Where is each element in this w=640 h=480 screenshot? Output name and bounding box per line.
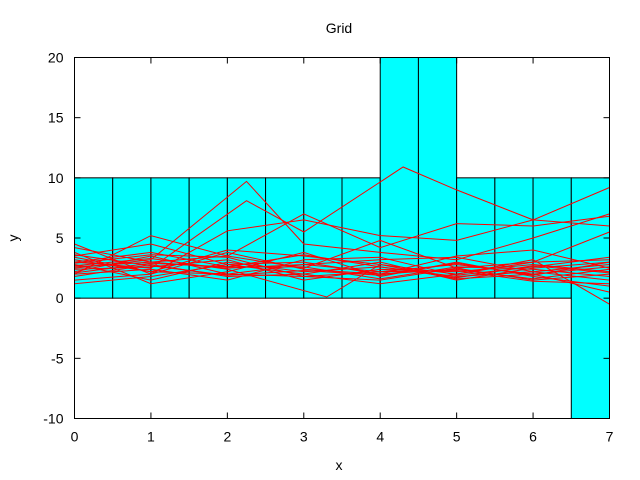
x-tick-label: 5 [453, 429, 461, 445]
series-line-15 [74, 243, 610, 280]
series-lines [74, 166, 610, 305]
y-tick-label: 10 [48, 170, 64, 186]
series-line-12 [74, 259, 610, 281]
series-line-10 [74, 261, 610, 281]
y-tick-label: 5 [56, 230, 64, 246]
series-line-0 [74, 180, 610, 269]
grid-cell-2 [150, 177, 190, 299]
series-line-18 [74, 256, 610, 275]
series-line-17 [74, 259, 610, 305]
series-line-2 [74, 213, 610, 275]
x-axis-label: x [336, 457, 343, 473]
x-tick-label: 4 [376, 429, 384, 445]
x-tick-label: 6 [529, 429, 537, 445]
y-tick-label: -10 [43, 411, 63, 427]
x-tick-label: 1 [147, 429, 155, 445]
series-line-19 [74, 254, 610, 285]
grid-cell-9 [417, 57, 458, 299]
series-line-20 [74, 254, 610, 279]
series-line-7 [74, 255, 610, 281]
y-tick-label: -5 [51, 350, 64, 366]
grid-cell-6 [303, 177, 343, 299]
series-line-4 [74, 231, 610, 269]
y-tick-label: 0 [56, 290, 64, 306]
series-line-21 [74, 254, 610, 276]
x-tick-label: 3 [300, 429, 308, 445]
chart-title: Grid [326, 20, 352, 36]
grid-cell-10 [456, 177, 496, 299]
series-line-1 [74, 166, 610, 269]
series-line-11 [74, 251, 610, 287]
series-line-8 [74, 249, 610, 275]
grid-cell-3 [188, 177, 228, 299]
x-tick-label: 2 [223, 429, 231, 445]
series-line-14 [74, 256, 610, 281]
axis-ticks: 0 1 2 3 4 5 6 7 -10 -5 0 5 10 15 20 [43, 50, 613, 445]
y-tick-label: 15 [48, 110, 64, 126]
y-axis-label: y [5, 235, 21, 242]
x-tick-label: 7 [606, 429, 614, 445]
x-tick-label: 0 [71, 429, 79, 445]
y-tick-label: 20 [48, 50, 64, 66]
grid-cells [74, 57, 610, 419]
